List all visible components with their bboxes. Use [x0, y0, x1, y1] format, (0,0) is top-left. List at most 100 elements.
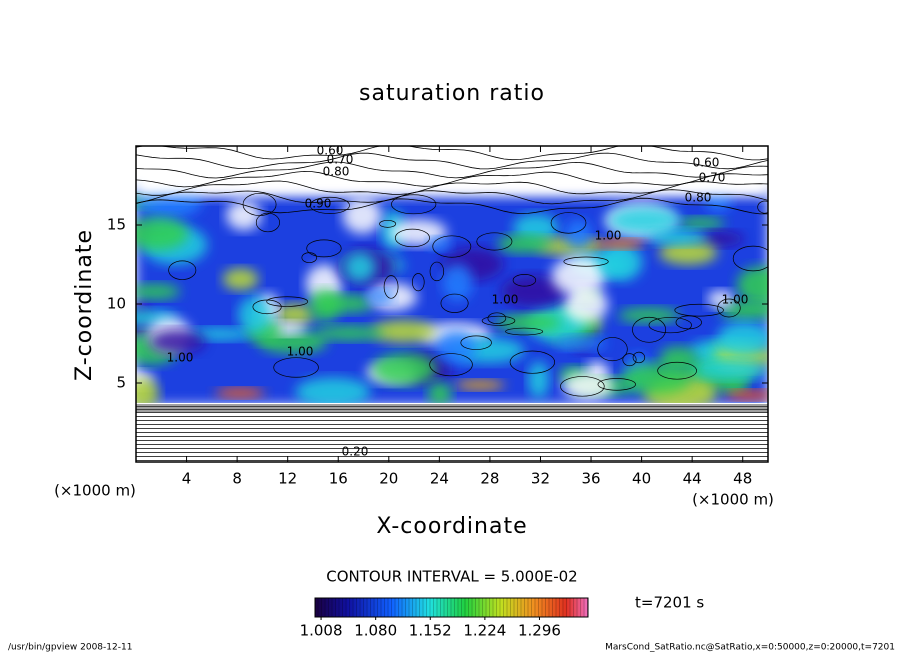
- x-tick-label: 40: [632, 470, 651, 488]
- colorbar-tick-label: 1.008: [300, 622, 343, 640]
- field-blob: [497, 234, 550, 254]
- contour-loop: [509, 350, 556, 374]
- contour-line: [136, 146, 768, 161]
- contour-label: 1.00: [722, 293, 749, 307]
- field-hot: [725, 390, 768, 400]
- contour-label: 0.80: [685, 191, 712, 205]
- contour-label: 0.60: [693, 156, 720, 170]
- contour-label: 0.20: [342, 445, 369, 459]
- field-blob: [136, 283, 181, 300]
- contour-loop: [273, 357, 319, 378]
- y-unit: (×1000 m): [54, 482, 136, 500]
- field-blob: [608, 207, 681, 234]
- field-blob: [563, 286, 609, 323]
- contour-loop: [632, 316, 667, 343]
- contour-loop: [168, 260, 197, 280]
- contour-loop: [306, 239, 342, 258]
- field-blob: [274, 303, 315, 326]
- x-tick-label: 8: [232, 470, 242, 488]
- contour-loop: [429, 261, 445, 282]
- field-blob: [309, 289, 341, 322]
- x-tick-label: 32: [531, 470, 550, 488]
- field-blob: [238, 296, 271, 334]
- field-blob: [562, 372, 614, 401]
- y-tick-label: 10: [107, 295, 126, 313]
- x-tick-label: 44: [683, 470, 702, 488]
- field-top: [136, 146, 768, 196]
- x-tick-label: 12: [278, 470, 297, 488]
- field-blob: [693, 359, 768, 380]
- contour-label: 1.00: [492, 293, 519, 307]
- contour-loop: [657, 361, 697, 380]
- field-blob: [658, 240, 718, 265]
- contour-loop: [411, 273, 425, 292]
- field-blob: [736, 266, 768, 305]
- y-tick-label: 15: [107, 216, 126, 234]
- field-blob: [149, 329, 206, 354]
- field-blob: [222, 267, 259, 291]
- contour-loop: [597, 378, 636, 391]
- contour-loop: [440, 293, 469, 313]
- contour-loop: [429, 353, 473, 377]
- x-tick-label: 48: [733, 470, 752, 488]
- colorbar: [314, 597, 589, 618]
- field-blob: [565, 219, 592, 249]
- contour-loop: [550, 212, 587, 234]
- field-blob: [618, 307, 681, 324]
- field-blob: [342, 197, 382, 234]
- contour-label: 1.00: [595, 229, 622, 243]
- contour-loop: [379, 219, 397, 228]
- contour-loop: [560, 376, 605, 397]
- contour-label: 0.80: [323, 165, 350, 179]
- contour-loop: [622, 353, 637, 367]
- contour-loop: [394, 228, 430, 248]
- x-tick-label: 20: [379, 470, 398, 488]
- x-tick-label: 24: [430, 470, 449, 488]
- contour-loop: [432, 235, 472, 258]
- field-hot: [215, 388, 265, 398]
- contour-loop: [252, 299, 282, 315]
- field-blob: [600, 243, 643, 281]
- contour-loop: [487, 312, 507, 325]
- contour-line: [136, 152, 768, 170]
- contour-interval: CONTOUR INTERVAL = 5.000E-02: [326, 568, 577, 586]
- contour-loop: [732, 245, 768, 272]
- field-blob: [367, 289, 394, 304]
- contour-loop: [460, 335, 492, 350]
- field-hot: [595, 239, 645, 249]
- contour-loop: [255, 212, 280, 233]
- contour-label: 1.00: [287, 345, 314, 359]
- contour-loop: [301, 252, 318, 264]
- chart-title: saturation ratio: [359, 81, 545, 106]
- contour-loop: [505, 327, 544, 336]
- contour-label: 0.70: [327, 153, 354, 167]
- contour-loop: [563, 256, 609, 267]
- field-blob: [136, 217, 189, 251]
- contour-loop: [383, 275, 399, 299]
- contour-label: 0.70: [699, 171, 726, 185]
- x-tick-label: 28: [480, 470, 499, 488]
- contour-line: [136, 189, 768, 205]
- field-blob: [442, 263, 473, 301]
- time-label: t=7201 s: [635, 594, 704, 612]
- field-hot: [455, 380, 505, 390]
- colorbar-tick-label: 1.224: [463, 622, 506, 640]
- contour-loop: [674, 303, 724, 317]
- y-axis-label: Z-coordinate: [72, 229, 97, 381]
- contour-line: [136, 170, 768, 188]
- contour-line: [136, 161, 768, 179]
- contour-line: [136, 180, 768, 196]
- x-axis-label: X-coordinate: [376, 514, 527, 539]
- contour-loop: [309, 196, 350, 214]
- field-blob: [344, 252, 376, 283]
- field-blob: [527, 361, 550, 399]
- field-blob: [719, 300, 768, 320]
- field-blob: [648, 228, 709, 246]
- contour-loop: [757, 200, 768, 214]
- field-blob: [428, 237, 452, 251]
- contour-loop: [597, 337, 628, 362]
- contour-label: 0.90: [305, 197, 332, 211]
- field-blob: [723, 379, 748, 394]
- field-blob: [315, 325, 385, 341]
- contour-loop: [266, 296, 309, 307]
